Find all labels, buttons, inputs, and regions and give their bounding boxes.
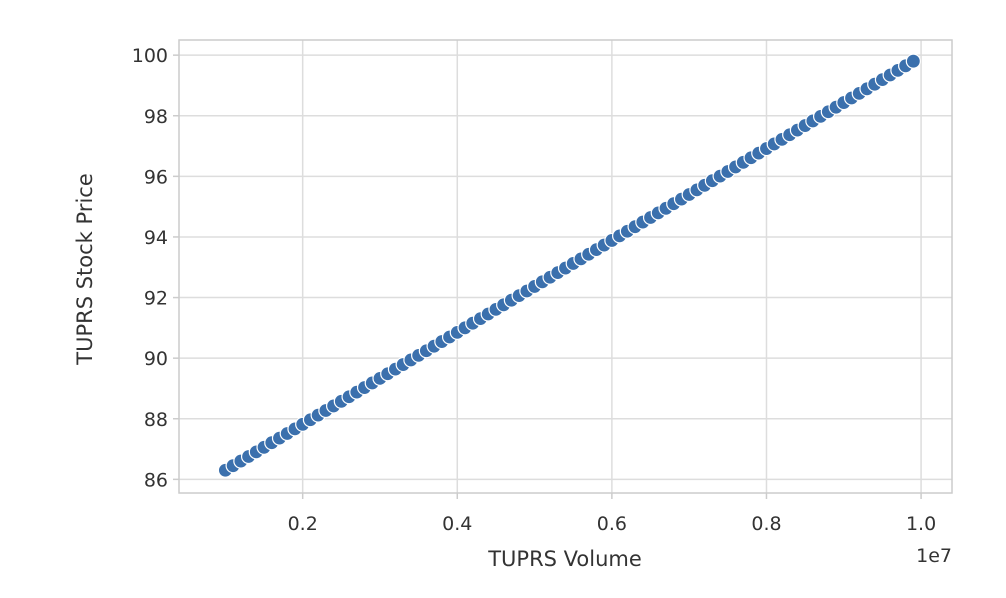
grid-lines — [179, 40, 952, 493]
y-tick-label: 92 — [144, 288, 168, 310]
y-tick-label: 100 — [132, 45, 168, 67]
y-tick-label: 88 — [144, 409, 168, 431]
x-axis-title: TUPRS Volume — [487, 547, 642, 571]
x-tick-label: 1.0 — [906, 513, 936, 535]
x-tick-label: 0.6 — [597, 513, 627, 535]
y-axis-title: TUPRS Stock Price — [73, 173, 97, 365]
axis-ticks: 0.2 0.4 0.6 0.8 1.0 86 88 90 92 94 96 98 100 — [132, 45, 936, 535]
x-tick-label: 0.4 — [442, 513, 472, 535]
x-tick-label: 0.8 — [751, 513, 781, 535]
x-axis-offset-label: 1e7 — [916, 545, 952, 567]
y-tick-label: 86 — [144, 469, 168, 491]
data-point — [905, 53, 921, 69]
y-tick-label: 98 — [144, 106, 168, 128]
y-tick-label: 96 — [144, 166, 168, 188]
y-tick-label: 94 — [144, 227, 168, 249]
y-tick-label: 90 — [144, 348, 168, 370]
plot-frame — [178, 39, 953, 494]
x-tick-label: 0.2 — [288, 513, 318, 535]
data-points — [217, 53, 921, 478]
